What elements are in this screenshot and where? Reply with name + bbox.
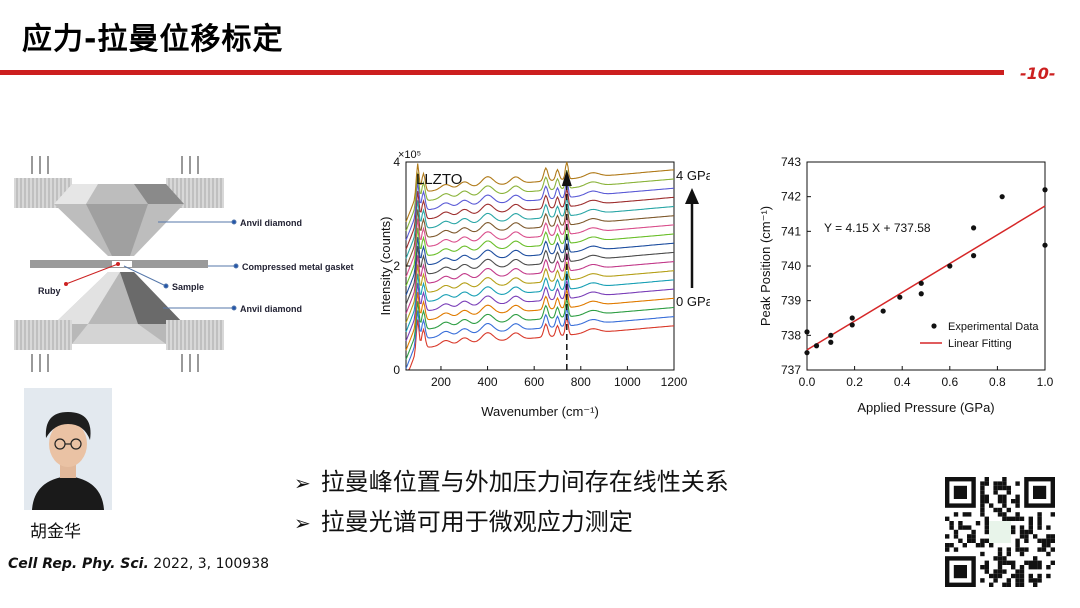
data-point [971, 225, 977, 231]
bullet-arrow-icon: ➢ [294, 471, 311, 495]
y-tick-label: 738 [781, 328, 801, 342]
data-point [849, 322, 855, 328]
spectra-y-label: Intensity (counts) [378, 217, 393, 316]
y-tick-label: 4 [393, 155, 400, 169]
spectrum-series-line [405, 188, 675, 250]
y-tick-label: 739 [781, 294, 801, 308]
bullet-1: ➢ 拉曼峰位置与外加压力间存在线性关系 [294, 462, 729, 497]
fit-equation: Y = 4.15 X + 737.58 [824, 221, 931, 235]
linear-fit-line [806, 205, 1046, 351]
data-point [918, 280, 924, 286]
y-tick-label: 0 [393, 363, 400, 377]
spectrum-series-line [405, 252, 675, 314]
citation-journal: Cell Rep. Phy. Sci. [8, 556, 149, 572]
spectrum-series-line [405, 234, 675, 296]
legend-experimental: Experimental Data [948, 321, 1039, 333]
x-tick-label: 0.2 [846, 375, 863, 389]
x-tick-label: 0.6 [941, 375, 958, 389]
author-name: 胡金华 [30, 522, 81, 542]
data-point [1042, 242, 1048, 248]
spectrum-series-line [405, 197, 675, 259]
spectrum-series-line [405, 298, 675, 360]
data-point [947, 263, 953, 269]
title-underline [0, 70, 1004, 75]
bullet-2-text: 拉曼光谱可用于微观应力测定 [320, 508, 633, 536]
label-sample: Sample [172, 282, 204, 292]
y-tick-label: 741 [781, 224, 801, 238]
x-tick-label: 600 [524, 375, 544, 389]
pressure-label-top: 4 GPa [676, 168, 710, 183]
label-gasket: Compressed metal gasket [242, 262, 354, 272]
y-tick-label: 742 [781, 190, 801, 204]
data-point [849, 315, 855, 321]
bullet-2: ➢ 拉曼光谱可用于微观应力测定 [294, 502, 633, 537]
data-point [828, 339, 834, 345]
spectrum-series-line [405, 261, 675, 323]
y-tick-label: 2 [393, 259, 400, 273]
spectrum-series-line [405, 225, 675, 287]
spectrum-series-line [405, 243, 675, 305]
slide-title: 应力-拉曼位移标定 [22, 22, 284, 57]
spectra-x-label: Wavenumber (cm⁻¹) [481, 404, 599, 419]
pressure-arrow-head [685, 188, 699, 204]
x-tick-label: 0.0 [799, 375, 816, 389]
raman-spectra-chart: ×10⁵ 200 400 600 800 1000 1200 0 2 4 LLZTO 4 GPa… [378, 149, 710, 419]
spectrum-series-line [405, 179, 675, 241]
data-point [813, 343, 820, 349]
force-arrows-top [31, 156, 199, 174]
force-arrows-bottom [31, 354, 199, 372]
pressure-label-bottom: 0 GPa [676, 294, 710, 309]
spectrum-series-line [406, 316, 675, 371]
data-point [1042, 187, 1048, 193]
x-tick-label: 1200 [661, 375, 688, 389]
data-point [804, 329, 810, 335]
spectrum-series-line [405, 169, 675, 232]
legend-marker-data [931, 323, 937, 329]
legend-fit: Linear Fitting [948, 338, 1012, 350]
bullet-1-text: 拉曼峰位置与外加压力间存在线性关系 [320, 468, 729, 496]
data-point [828, 332, 834, 338]
spectrum-series-line [405, 215, 675, 278]
spectrum-series-line [405, 206, 675, 268]
qr-code [945, 477, 1055, 587]
spectrum-series-line [405, 280, 675, 342]
data-point [999, 194, 1005, 200]
spectrum-series-line [405, 270, 675, 333]
spectrum-series-line [405, 161, 675, 223]
citation-details: 2022, 3, 100938 [148, 556, 270, 572]
x-tick-label: 0.4 [894, 375, 911, 389]
label-anvil-bottom: Anvil diamond [240, 304, 302, 314]
x-tick-label: 0.8 [989, 375, 1006, 389]
spectrum-series-line [405, 289, 675, 351]
data-point [971, 253, 977, 259]
label-ruby: Ruby [38, 286, 61, 296]
x-tick-label: 800 [571, 375, 591, 389]
citation: Cell Rep. Phy. Sci. 2022, 3, 100938 [8, 556, 269, 572]
y-tick-label: 740 [781, 259, 801, 273]
page-number: -10- [1020, 64, 1056, 83]
data-point [804, 350, 810, 356]
x-tick-label: 1.0 [1037, 375, 1054, 389]
author-photo [24, 388, 112, 510]
x-tick-label: 1000 [614, 375, 641, 389]
bullet-arrow-icon: ➢ [294, 511, 311, 535]
data-point [918, 291, 924, 297]
label-anvil-top: Anvil diamond [240, 218, 302, 228]
data-point [880, 308, 886, 314]
y-tick-label: 737 [781, 363, 801, 377]
peak-pressure-chart: 0.0 0.2 0.4 0.6 0.8 1.0737738739740741742743 … [758, 155, 1054, 415]
scatter-y-label: Peak Position (cm⁻¹) [758, 206, 773, 326]
bottom-right-seat [166, 320, 224, 350]
peak-arrow-head [561, 170, 572, 186]
anvil-cell-diagram: Anvil diamond Compressed metal gasket Ru… [14, 156, 354, 372]
sample-annotation: LLZTO [416, 171, 462, 188]
data-point [897, 294, 903, 300]
y-tick-label: 743 [781, 155, 801, 169]
scatter-x-label: Applied Pressure (GPa) [857, 400, 994, 415]
x-tick-label: 200 [431, 375, 451, 389]
y-multiplier: ×10⁵ [398, 149, 421, 161]
x-tick-label: 400 [478, 375, 498, 389]
bottom-left-seat [14, 320, 72, 350]
spectrum-series-line [405, 307, 675, 369]
